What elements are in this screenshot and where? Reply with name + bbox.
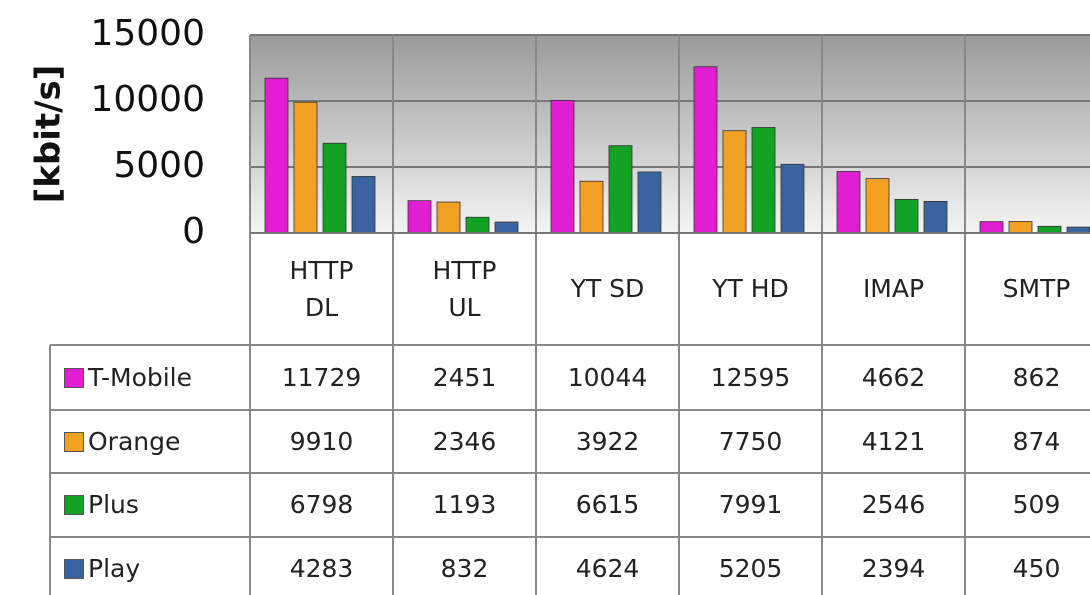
table-value: 9910 — [289, 426, 354, 456]
table-value: 4283 — [289, 553, 354, 583]
legend-swatch — [64, 495, 84, 515]
legend-entry: Plus — [50, 473, 250, 537]
bar — [1037, 225, 1062, 234]
table-value: 5205 — [718, 553, 783, 583]
table-value: 6798 — [289, 490, 354, 520]
legend-entry: Orange — [50, 410, 250, 473]
legend-entry: T-Mobile — [50, 345, 250, 410]
table-value: 450 — [1012, 553, 1061, 583]
category-label: HTTP UL — [432, 255, 497, 323]
table-value: 2394 — [861, 553, 926, 583]
table-value: 4121 — [861, 426, 926, 456]
category-label: SMTP — [1002, 274, 1071, 304]
table-value: 7991 — [718, 490, 783, 520]
table-value: 6615 — [575, 490, 640, 520]
table-value: 2346 — [432, 426, 497, 456]
legend-label: Play — [88, 553, 141, 583]
bar — [407, 200, 432, 234]
table-value: 4662 — [861, 362, 926, 392]
legend-label: Orange — [88, 426, 181, 456]
y-tick-label: 10000 — [90, 79, 205, 120]
bar — [865, 178, 890, 234]
table-value: 862 — [1012, 362, 1061, 392]
table-value: 12595 — [710, 362, 791, 392]
bar — [436, 201, 461, 234]
bar — [1008, 221, 1033, 234]
bar — [579, 180, 604, 234]
bar — [494, 221, 519, 234]
table-value: 3922 — [575, 426, 640, 456]
bar — [264, 77, 289, 234]
table-value: 2451 — [432, 362, 497, 392]
bar — [550, 100, 575, 234]
table-value: 1193 — [432, 490, 497, 520]
table-value: 11729 — [281, 362, 362, 392]
y-tick-label: 5000 — [113, 145, 205, 186]
bar — [637, 171, 662, 234]
y-tick-label: 15000 — [90, 13, 205, 54]
table-value: 2546 — [861, 490, 926, 520]
legend-label: Plus — [88, 490, 139, 520]
table-value: 7750 — [718, 426, 783, 456]
legend-entry: Play — [50, 537, 250, 595]
y-tick-label: 0 — [182, 211, 205, 252]
category-label: HTTP DL — [289, 255, 354, 323]
table-value: 509 — [1012, 490, 1061, 520]
bar — [351, 176, 376, 234]
legend-label: T-Mobile — [88, 362, 193, 392]
bar — [979, 221, 1004, 234]
bar — [894, 198, 919, 234]
table-value: 10044 — [567, 362, 648, 392]
bar — [693, 66, 718, 234]
bar — [751, 127, 776, 234]
bar — [722, 130, 747, 234]
category-label: IMAP — [862, 274, 925, 304]
legend-swatch — [64, 367, 84, 388]
bar — [780, 163, 805, 234]
category-label: YT HD — [712, 274, 789, 304]
bar — [465, 216, 490, 234]
bar — [608, 145, 633, 234]
table-value: 832 — [440, 553, 489, 583]
bar — [322, 142, 347, 234]
table-value: 874 — [1012, 426, 1061, 456]
category-label: YT SD — [570, 274, 645, 304]
plot-area — [250, 35, 1090, 233]
legend-swatch — [64, 431, 84, 452]
legend-swatch — [64, 558, 84, 579]
bar — [923, 200, 948, 234]
y-axis-label: [kbit/s] — [29, 65, 69, 204]
table-value: 4624 — [575, 553, 640, 583]
bar — [836, 171, 861, 234]
bar — [293, 101, 318, 234]
